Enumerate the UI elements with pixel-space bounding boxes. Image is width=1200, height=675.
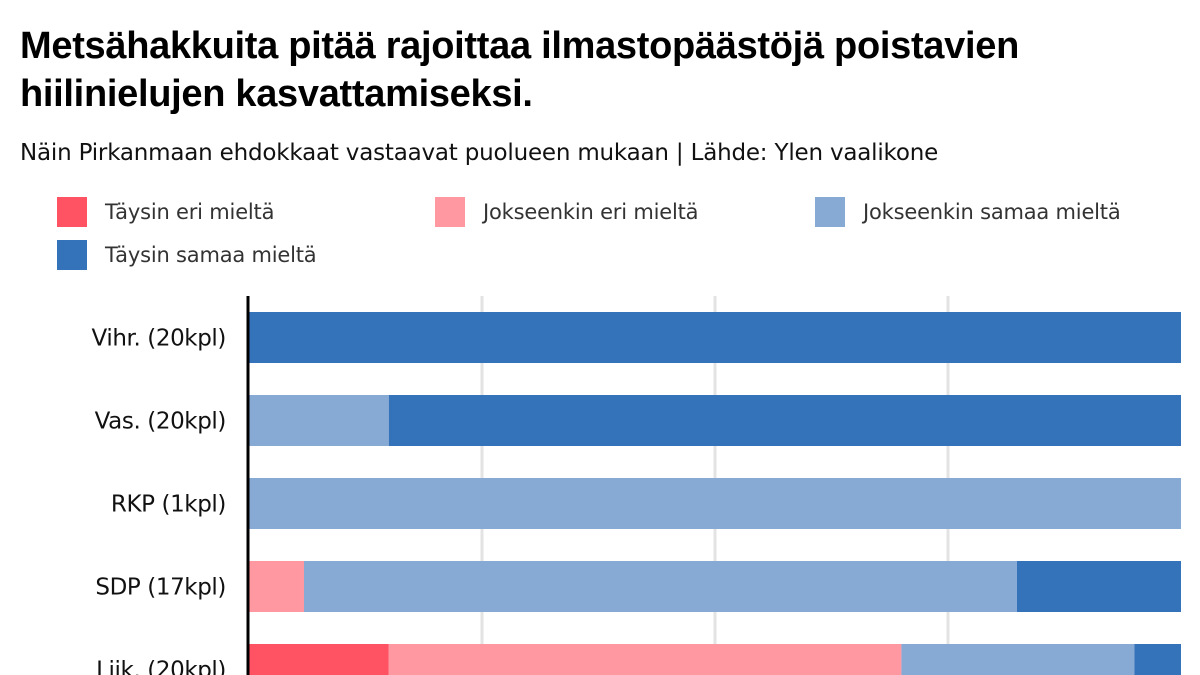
bar-segment-3-2	[303, 561, 1017, 612]
y-tick-label-2: RKP (1kpl)	[111, 492, 226, 518]
bar-segment-1-2	[249, 395, 389, 446]
bar-segment-3-1	[249, 561, 304, 612]
bar-segment-1-3	[388, 395, 1181, 446]
chart-subtitle: Näin Pirkanmaan ehdokkaat vastaavat puol…	[20, 140, 939, 166]
y-tick-label-3: SDP (17kpl)	[95, 575, 226, 601]
bar-segment-4-1	[388, 644, 902, 675]
bar-segment-0-3	[249, 312, 1181, 363]
y-tick-label-1: Vas. (20kpl)	[95, 409, 226, 435]
y-tick-label-0: Vihr. (20kpl)	[92, 326, 227, 352]
bar-segment-4-2	[901, 644, 1135, 675]
bar-segment-2-2	[249, 478, 1181, 529]
bar-segment-3-3	[1016, 561, 1181, 612]
y-tick-label-4: Liik. (20kpl)	[96, 658, 226, 675]
bar-segment-4-0	[249, 644, 389, 675]
bar-segment-4-3	[1134, 644, 1181, 675]
chart-title: Metsähakkuita pitää rajoittaa ilmastopää…	[20, 25, 1019, 115]
